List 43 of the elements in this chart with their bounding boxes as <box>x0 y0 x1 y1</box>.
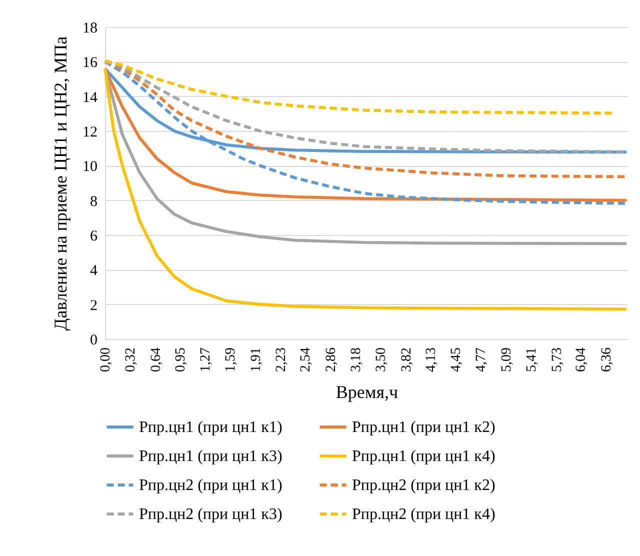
legend-label: Рпр.цн2 (при цн1 к3) <box>139 506 282 523</box>
x-tick-label: 0,64 <box>148 348 164 372</box>
y-axis-title: Давление на приеме ЦН1 и ЦН2, МПа <box>50 36 70 331</box>
line-series <box>104 67 628 246</box>
x-tick-label: 3,82 <box>399 348 414 372</box>
legend-label: Рпр.цн2 (при цн1 к2) <box>352 477 496 494</box>
legend-label: Рпр.цн2 (при цн1 к1) <box>139 477 282 494</box>
x-tick-label: 6,36 <box>599 348 614 372</box>
x-tick-label: 2,54 <box>298 348 314 372</box>
legend-label: Рпр.цн1 (при цн1 к2) <box>352 419 496 436</box>
x-tick-label: 0,95 <box>173 348 188 372</box>
x-tick-label: 6,04 <box>574 348 590 372</box>
y-tick-label: 2 <box>90 298 98 314</box>
y-tick-label: 10 <box>82 159 98 176</box>
x-tick-label: 0,32 <box>124 348 139 372</box>
x-tick-label: 2,23 <box>274 348 290 372</box>
x-tick-label: 5,09 <box>499 348 514 372</box>
x-tick-label: 1,27 <box>198 348 214 372</box>
x-tick-label: 0,00 <box>98 348 114 372</box>
legend-label: Рпр.цн2 (при цн1 к4) <box>352 506 496 523</box>
x-tick-label: 4,45 <box>449 348 464 372</box>
x-tick-label: 3,50 <box>374 348 390 372</box>
x-tick-label: 3,18 <box>348 348 364 372</box>
legend-label: Рпр.цн1 (при цн1 к1) <box>139 419 282 436</box>
legend-label: Рпр.цн1 (при цн1 к3) <box>139 448 282 465</box>
y-tick-label: 0 <box>90 332 98 348</box>
x-tick-label: 2,86 <box>324 348 339 372</box>
x-tick-label: 5,73 <box>550 348 565 372</box>
line-series <box>104 67 628 311</box>
y-tick-label: 6 <box>90 228 98 244</box>
y-tick-label: 18 <box>82 20 98 36</box>
x-tick-label: 4,77 <box>474 348 490 372</box>
x-tick-label: 1,59 <box>224 348 239 372</box>
y-tick-label: 14 <box>82 90 98 106</box>
x-axis-title: Время,ч <box>336 382 398 402</box>
x-tick-label: 5,41 <box>524 348 540 372</box>
x-tick-label: 4,13 <box>424 348 439 372</box>
y-tick-label: 4 <box>90 263 98 280</box>
x-tick-label: 1,91 <box>248 348 264 372</box>
y-tick-label: 8 <box>90 194 98 210</box>
legend-label: Рпр.цн1 (при цн1 к4) <box>352 448 496 465</box>
y-tick-label: 12 <box>82 124 98 140</box>
y-tick-label: 16 <box>82 55 98 72</box>
